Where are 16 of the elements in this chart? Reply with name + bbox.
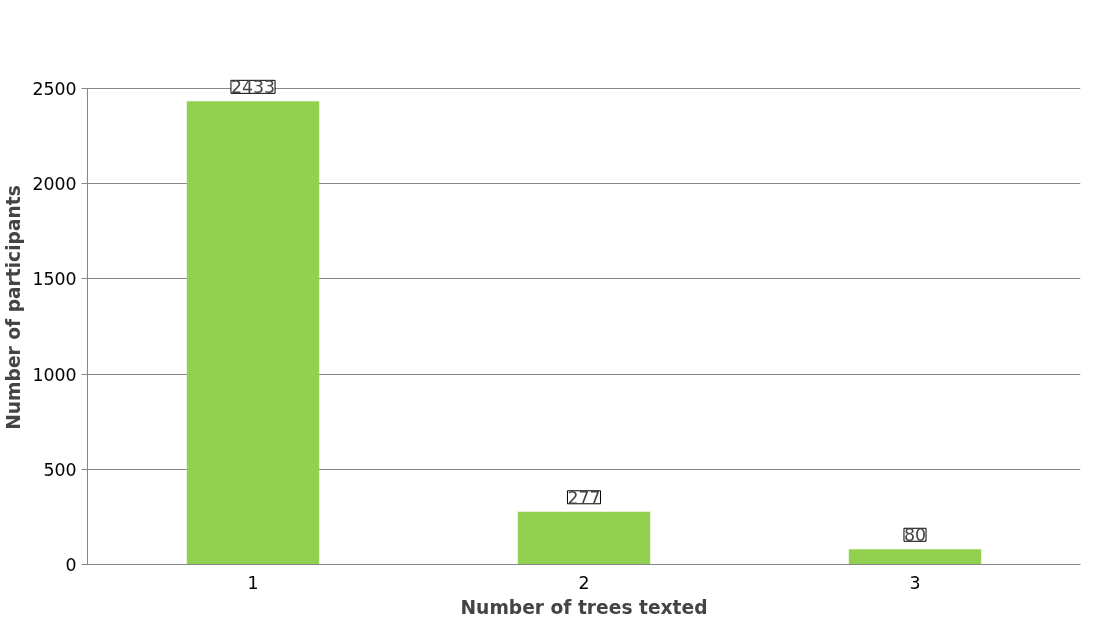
- x-tick-label: 1: [247, 572, 259, 593]
- y-tick-label: 0: [65, 555, 77, 575]
- data-label: 2433: [230, 77, 276, 98]
- x-tick-label: 2: [578, 572, 590, 593]
- x-axis-title: Number of trees texted: [460, 596, 708, 618]
- bar: [848, 549, 982, 565]
- y-tick-label: 500: [43, 459, 77, 480]
- bar: [186, 101, 320, 565]
- bar: [517, 511, 651, 565]
- y-tick-label: 2500: [32, 79, 77, 100]
- data-label: 80: [903, 525, 927, 546]
- y-tick-label: 1000: [32, 364, 77, 385]
- y-axis-title: Number of participants: [3, 185, 25, 430]
- y-tick-label: 1500: [32, 269, 77, 290]
- x-tick-label: 3: [909, 572, 921, 593]
- y-tick-label: 2000: [32, 174, 77, 195]
